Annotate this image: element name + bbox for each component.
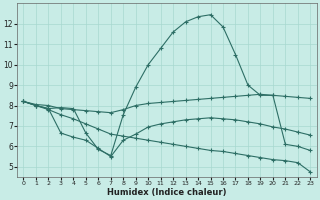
X-axis label: Humidex (Indice chaleur): Humidex (Indice chaleur) (107, 188, 227, 197)
